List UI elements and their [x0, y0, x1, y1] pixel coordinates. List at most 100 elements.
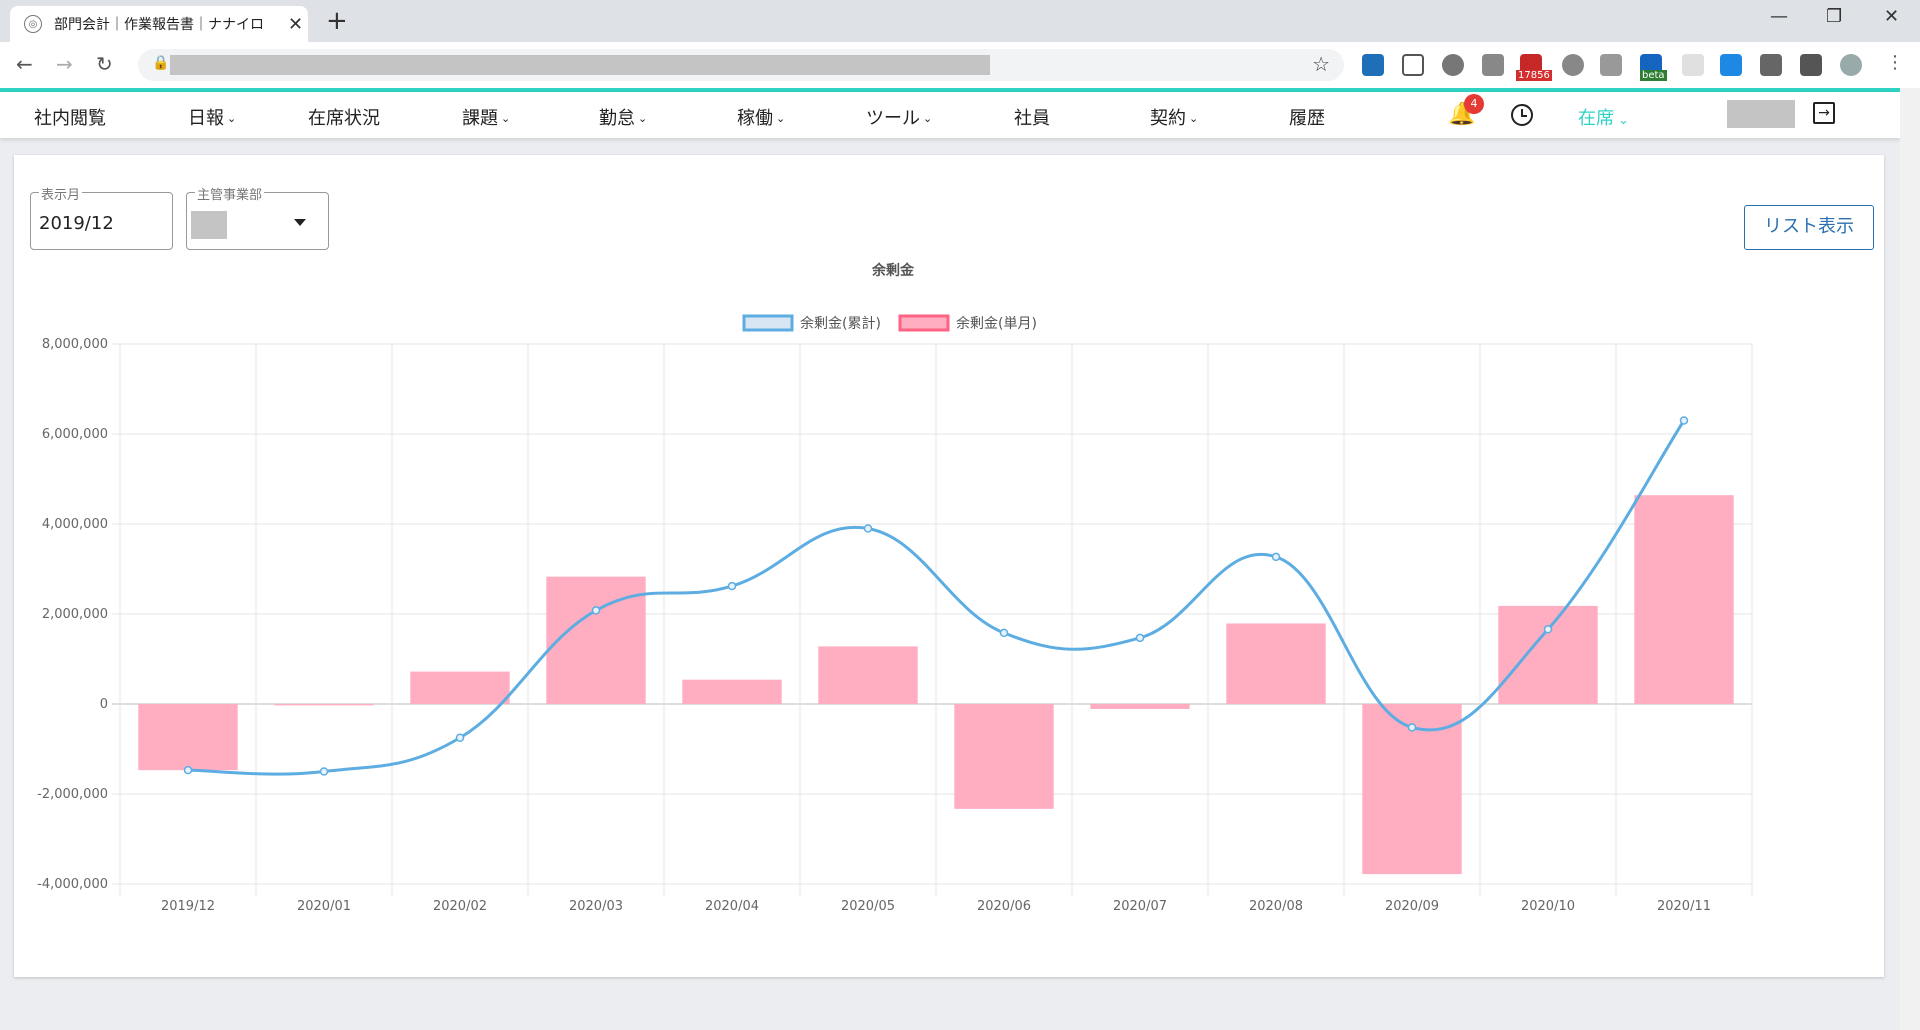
point-cumulative — [455, 733, 465, 742]
point-cumulative — [183, 765, 193, 775]
dept-label: 主管事業部 — [195, 184, 265, 203]
url-input[interactable]: 🔒 ☆ — [138, 49, 1344, 81]
dropbox-icon[interactable] — [1482, 54, 1504, 76]
y-tick-label: 4,000,000 — [42, 517, 108, 532]
app-navbar: 社内閲覧 日報 ⌄ 在席状況 課題 ⌄ 勤怠 ⌄ 稼働 ⌄ ツール ⌄ 社員 契約 ⌄ 履歴… — [0, 92, 1900, 138]
y-tick-label: 6,000,000 — [42, 427, 108, 442]
nav-item-2[interactable]: 在席状況 — [308, 108, 380, 129]
bookmark-star-icon[interactable]: ☆ — [1312, 52, 1330, 76]
url-redacted — [170, 55, 990, 75]
tab-close-icon[interactable]: ✕ — [288, 13, 304, 35]
chart-bars — [138, 495, 1734, 875]
bar-monthly — [1634, 495, 1734, 704]
back-icon[interactable]: ← — [16, 52, 33, 76]
nav-item-4[interactable]: 勤怠 ⌄ — [599, 108, 648, 129]
x-tick-label: 2020/11 — [1657, 899, 1711, 914]
browser-tab-strip: ◎ 部門会計｜作業報告書｜ナナイロ ✕ + — ❐ ✕ — [0, 0, 1920, 42]
menu-kebab-icon[interactable]: ⋮ — [1886, 52, 1904, 73]
new-tab-button[interactable]: + — [326, 6, 348, 36]
point-cumulative — [1679, 416, 1689, 425]
nav-item-7[interactable]: 社員 — [1014, 108, 1050, 129]
chevron-down-icon: ⌄ — [1189, 112, 1199, 125]
logout-icon[interactable]: → — [1813, 102, 1835, 124]
nav-item-6[interactable]: ツール ⌄ — [866, 108, 933, 129]
y-tick-label: -4,000,000 — [37, 877, 108, 892]
point-cumulative — [319, 767, 329, 776]
nav-item-3[interactable]: 課題 ⌄ — [462, 108, 511, 129]
dept-value-redacted — [191, 211, 227, 239]
nav-item-1[interactable]: 日報 ⌄ — [188, 108, 237, 129]
nav-item-9[interactable]: 履歴 — [1289, 108, 1325, 129]
window-close-button[interactable]: ✕ — [1884, 6, 1900, 27]
x-axis-ticks: 2019/12 2020/01 2020/02 2020/03 2020/04 2020/… — [161, 899, 1711, 914]
dept-select[interactable]: 主管事業部 — [186, 184, 329, 250]
x-tick-label: 2020/01 — [297, 899, 351, 914]
bar-monthly — [682, 679, 782, 704]
page-scrollbar[interactable] — [1900, 88, 1920, 1030]
beta-badge: beta — [1640, 70, 1667, 81]
x-tick-label: 2020/02 — [433, 899, 487, 914]
extension-s-icon[interactable] — [1362, 54, 1384, 76]
point-cumulative — [591, 606, 601, 615]
y-tick-label: 8,000,000 — [42, 337, 108, 352]
lock-icon: 🔒 — [152, 55, 170, 71]
chevron-down-icon: ⌄ — [1618, 113, 1629, 128]
point-cumulative — [1271, 552, 1281, 562]
chat-icon[interactable] — [1562, 54, 1584, 76]
y-axis-ticks: 8,000,000 6,000,000 4,000,000 2,000,000 0 -2,… — [37, 337, 108, 892]
point-cumulative — [1135, 633, 1145, 643]
nav-item-8[interactable]: 契約 ⌄ — [1150, 108, 1199, 129]
user-name-redacted[interactable] — [1727, 100, 1795, 128]
forward-icon[interactable]: → — [56, 52, 73, 76]
list-view-button[interactable]: リスト表示 — [1744, 205, 1874, 250]
notification-badge: 4 — [1464, 94, 1484, 114]
bar-monthly — [1090, 704, 1190, 709]
x-tick-label: 2020/10 — [1521, 899, 1575, 914]
bar-monthly — [274, 704, 374, 706]
presence-status-dropdown[interactable]: 在席 ⌄ — [1578, 108, 1629, 129]
skype-icon[interactable] — [1442, 54, 1464, 76]
minimize-button[interactable]: — — [1770, 6, 1788, 27]
chevron-down-icon: ⌄ — [638, 112, 648, 125]
nav-item-0[interactable]: 社内閲覧 — [34, 108, 106, 129]
bar-monthly — [954, 704, 1054, 809]
legend-swatch-monthly — [898, 314, 950, 332]
month-label: 表示月 — [39, 184, 83, 203]
x-tick-label: 2020/05 — [841, 899, 895, 914]
profile-avatar[interactable] — [1840, 54, 1862, 76]
x-tick-label: 2020/03 — [569, 899, 623, 914]
clock-icon[interactable] — [1511, 104, 1533, 126]
y-tick-label: 0 — [100, 697, 108, 712]
tab-title: 部門会計｜作業報告書｜ナナイロ — [54, 17, 264, 33]
browser-tab[interactable]: ◎ 部門会計｜作業報告書｜ナナイロ ✕ — [10, 6, 308, 42]
chevron-down-icon: ⌄ — [501, 112, 511, 125]
reload-icon[interactable]: ↻ — [96, 52, 113, 76]
legend-swatch-cumulative — [742, 314, 794, 332]
nav-item-5[interactable]: 稼働 ⌄ — [737, 108, 786, 129]
x-tick-label: 2020/09 — [1385, 899, 1439, 914]
extension-grid-icon[interactable] — [1402, 54, 1424, 76]
point-cumulative — [863, 524, 873, 533]
bar-monthly — [138, 704, 238, 771]
x-tick-label: 2019/12 — [161, 899, 215, 914]
bar-monthly — [1226, 623, 1326, 704]
bar-monthly — [1362, 704, 1462, 875]
restore-button[interactable]: ❐ — [1826, 6, 1843, 27]
month-field[interactable]: 表示月 2019/12 — [30, 184, 173, 250]
chart-line — [183, 416, 1689, 776]
puzzle-icon[interactable] — [1760, 54, 1782, 76]
point-cumulative — [999, 628, 1009, 638]
chevron-down-icon: ⌄ — [923, 112, 933, 125]
extension-blank-icon[interactable] — [1682, 54, 1704, 76]
main-card: 表示月 2019/12 主管事業部 リスト表示 余剰金 余剰金(累計) 余剰金(… — [14, 155, 1884, 977]
tool-icon[interactable] — [1720, 54, 1742, 76]
chevron-down-icon: ⌄ — [776, 112, 786, 125]
media-icon[interactable] — [1800, 54, 1822, 76]
bar-monthly — [1498, 605, 1598, 704]
point-cumulative — [727, 581, 737, 591]
screenshot-icon[interactable] — [1600, 54, 1622, 76]
month-value: 2019/12 — [39, 213, 114, 234]
x-tick-label: 2020/04 — [705, 899, 759, 914]
mail-badge: 17856 — [1516, 70, 1552, 81]
chart-grid — [112, 343, 1753, 896]
